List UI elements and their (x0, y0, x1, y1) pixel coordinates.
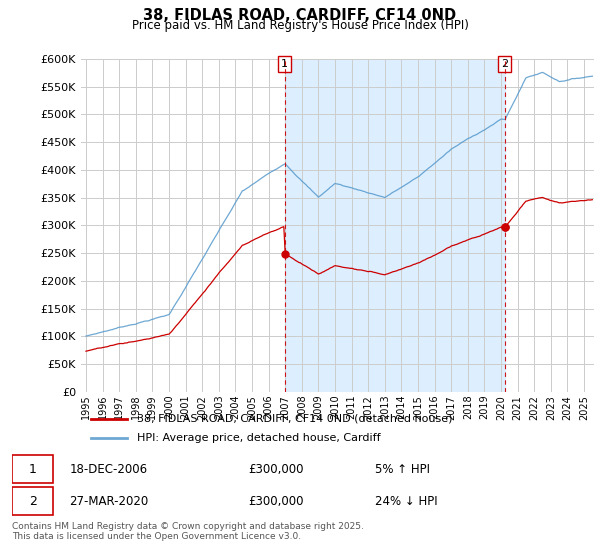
Text: Price paid vs. HM Land Registry's House Price Index (HPI): Price paid vs. HM Land Registry's House … (131, 19, 469, 32)
Text: 1: 1 (281, 59, 288, 69)
Text: HPI: Average price, detached house, Cardiff: HPI: Average price, detached house, Card… (137, 433, 381, 444)
FancyBboxPatch shape (12, 455, 53, 483)
Text: 38, FIDLAS ROAD, CARDIFF, CF14 0ND (detached house): 38, FIDLAS ROAD, CARDIFF, CF14 0ND (deta… (137, 413, 453, 423)
Text: 18-DEC-2006: 18-DEC-2006 (70, 463, 148, 475)
Text: 2: 2 (29, 494, 37, 508)
Text: 24% ↓ HPI: 24% ↓ HPI (375, 494, 437, 508)
Text: £300,000: £300,000 (248, 494, 304, 508)
Text: 38, FIDLAS ROAD, CARDIFF, CF14 0ND: 38, FIDLAS ROAD, CARDIFF, CF14 0ND (143, 8, 457, 23)
Bar (284, 59, 505, 392)
FancyBboxPatch shape (12, 487, 53, 515)
Text: 5% ↑ HPI: 5% ↑ HPI (375, 463, 430, 475)
Text: Contains HM Land Registry data © Crown copyright and database right 2025.
This d: Contains HM Land Registry data © Crown c… (12, 522, 364, 542)
Text: 2: 2 (501, 59, 508, 69)
Text: 27-MAR-2020: 27-MAR-2020 (70, 494, 149, 508)
Text: £300,000: £300,000 (248, 463, 304, 475)
Text: 1: 1 (29, 463, 37, 475)
